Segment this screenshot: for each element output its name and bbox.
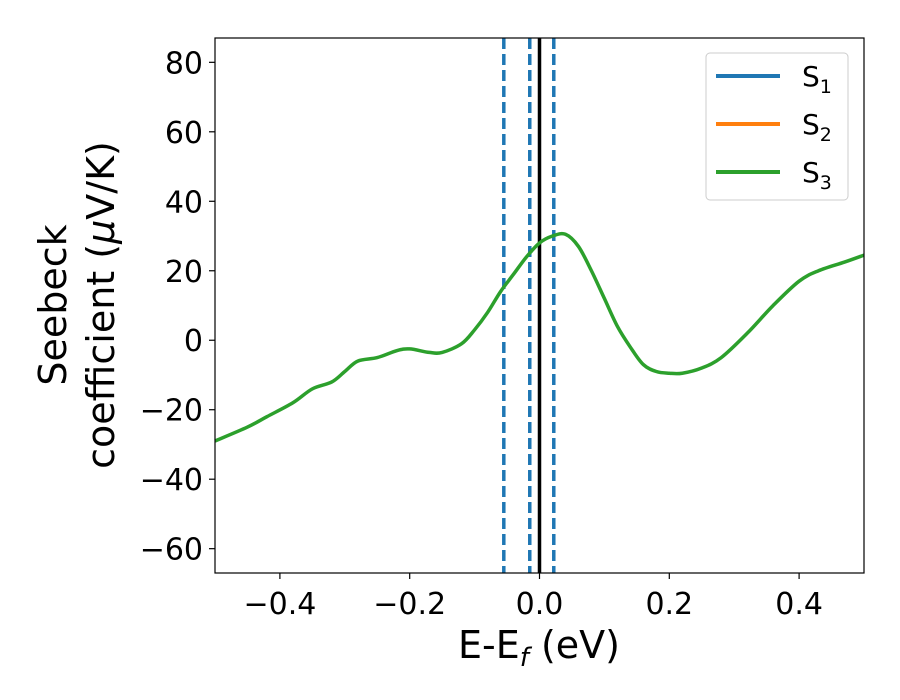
x-axis-label-main: E-E [458,623,520,667]
y-axis-label-line1: Seebeck [31,224,75,385]
x-axis-label: E-Ef (eV) [458,623,620,673]
x-axis-label-unit: (eV) [529,623,620,667]
y-axis-label-suffix: V/K) [79,141,123,220]
y-tick-label: 60 [165,116,203,151]
x-tick-label: −0.4 [243,587,316,622]
y-tick-label: −40 [140,463,203,498]
y-tick-label: −20 [140,394,203,429]
x-tick-label: 0.4 [775,587,823,622]
y-axis-label-mu: μ [79,220,123,245]
y-tick-label: −60 [140,533,203,568]
y-tick-label: 80 [165,46,203,81]
legend: S1 S2 S3 [705,52,849,201]
x-tick-label: −0.2 [373,587,446,622]
y-tick-label: 20 [165,255,203,290]
y-axis-label-line2: coefficient (μV/K) [79,141,123,469]
y-tick-label: 0 [184,324,203,359]
legend-label-s3: S3 [802,156,832,194]
x-tick-label: 0.0 [516,587,564,622]
x-tick-label: 0.2 [645,587,693,622]
y-tick-label: 40 [165,185,203,220]
legend-label-s2: S2 [802,108,832,146]
legend-label-s1: S1 [802,60,832,98]
y-axis-label-prefix: coefficient ( [79,244,123,469]
series-line-s3 [214,231,865,443]
legend-box [705,52,849,201]
